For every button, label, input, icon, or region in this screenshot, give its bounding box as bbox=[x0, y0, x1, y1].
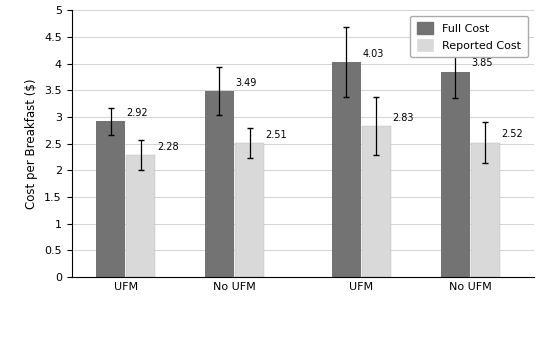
Bar bbox=[332, 62, 361, 277]
Text: 2.83: 2.83 bbox=[392, 113, 414, 123]
Text: 2.28: 2.28 bbox=[157, 142, 179, 152]
Bar bbox=[205, 91, 234, 277]
Bar bbox=[96, 121, 125, 277]
Legend: Full Cost, Reported Cost: Full Cost, Reported Cost bbox=[410, 16, 528, 57]
Bar bbox=[235, 143, 264, 277]
Bar bbox=[441, 72, 470, 277]
Text: 3.49: 3.49 bbox=[235, 78, 257, 88]
Text: 4.03: 4.03 bbox=[362, 49, 384, 59]
Text: 2.52: 2.52 bbox=[501, 129, 523, 139]
Text: 2.92: 2.92 bbox=[126, 108, 148, 118]
Y-axis label: Cost per Breakfast ($): Cost per Breakfast ($) bbox=[25, 78, 39, 209]
Bar bbox=[471, 143, 499, 277]
Text: 3.85: 3.85 bbox=[471, 58, 492, 68]
Text: 2.51: 2.51 bbox=[266, 130, 287, 140]
Bar bbox=[126, 155, 156, 277]
Bar bbox=[362, 126, 391, 277]
